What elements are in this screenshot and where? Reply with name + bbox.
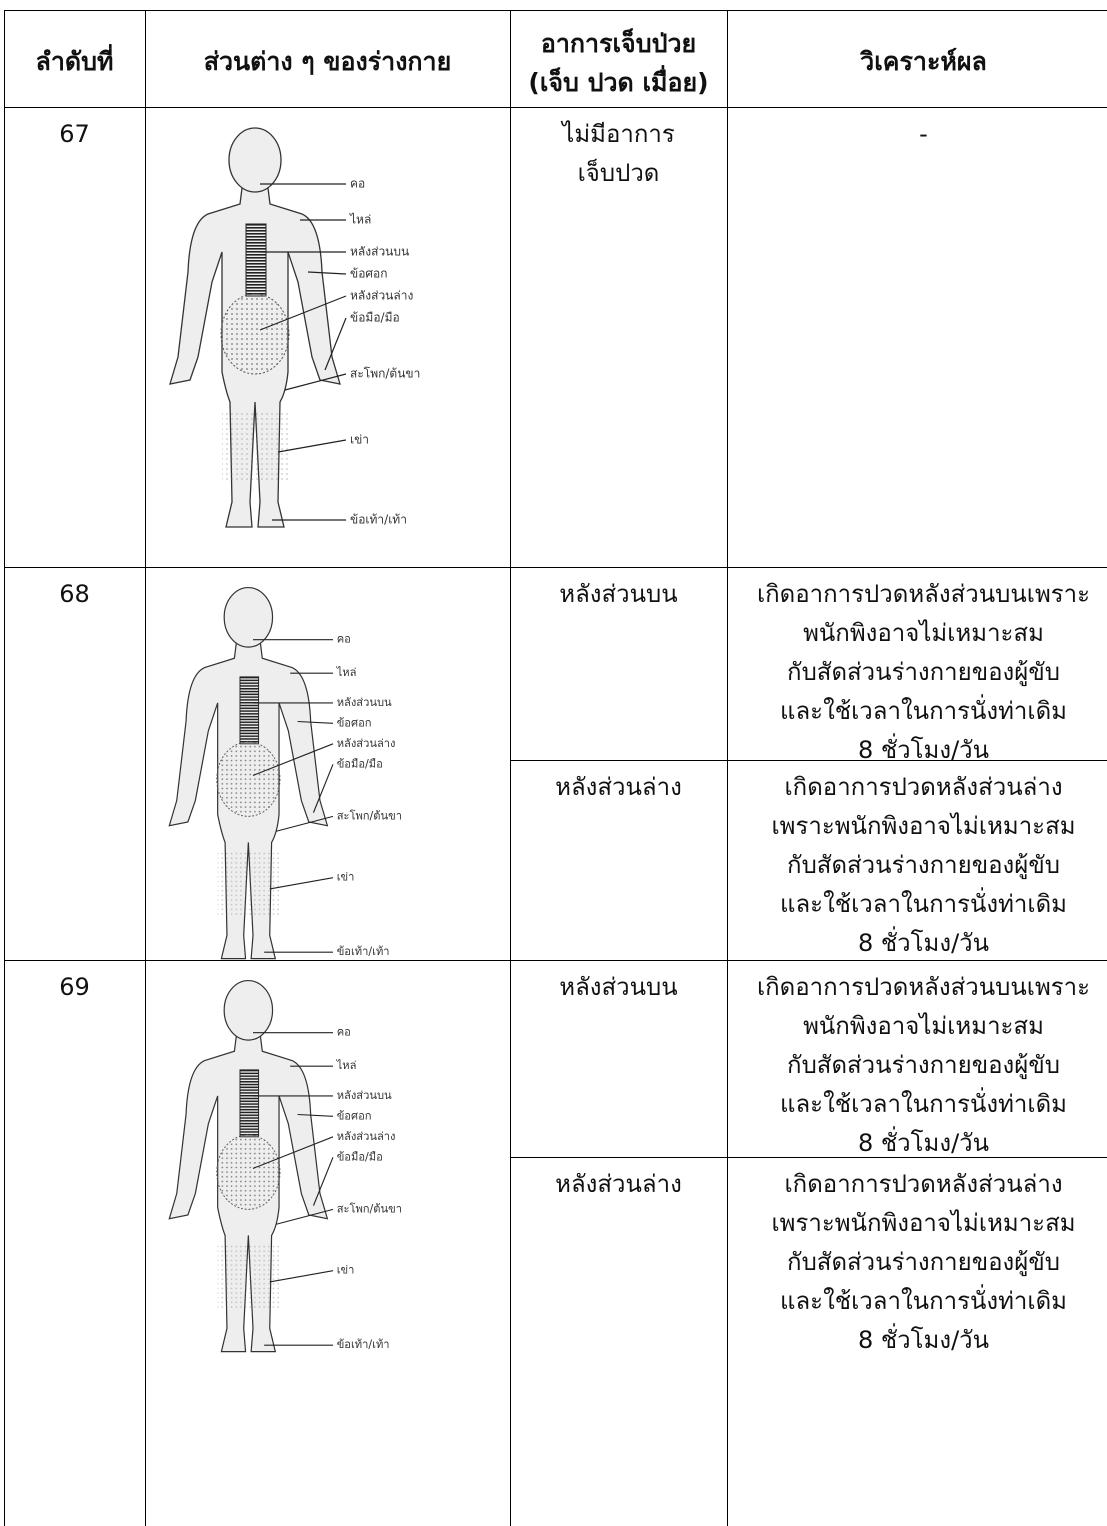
analysis-text: กับสัดส่วนร่างกายของผู้ขับ	[787, 1248, 1060, 1276]
analysis-text: พนักพิงอาจไม่เหมาะสม	[803, 1012, 1044, 1040]
diagram-label: หลังส่วนบน	[350, 245, 409, 259]
analysis-text: เพราะพนักพิงอาจไม่เหมาะสม	[771, 812, 1076, 840]
diagram-label: ข้อมือ/มือ	[337, 1150, 383, 1163]
diagram-label: เข่า	[337, 871, 355, 884]
pointer-line	[276, 815, 334, 832]
diagram-label: หลังส่วนล่าง	[337, 737, 396, 750]
symptom-text: หลังส่วนบน	[559, 973, 678, 1001]
analysis-text: เกิดอาการปวดหลังส่วนบนเพราะ	[756, 580, 1091, 608]
analysis-text: เกิดอาการปวดหลังส่วนล่าง	[784, 1170, 1063, 1198]
analysis-text: และใช้เวลาในการนั่งท่าเดิม	[780, 697, 1067, 725]
analysis-text: เพราะพนักพิงอาจไม่เหมาะสม	[771, 1209, 1076, 1237]
analysis-text: 8 ชั่วโมง/วัน	[857, 929, 990, 957]
header-text: ส่วนต่าง ๆ ของร่างกาย	[203, 47, 452, 76]
pointer-line	[312, 764, 334, 813]
header-text: (เจ็บ ปวด เมื่อย)	[528, 68, 709, 97]
analysis-text: กับสัดส่วนร่างกายของผู้ขับ	[787, 1051, 1060, 1079]
row-number: 67	[59, 120, 90, 148]
analysis-text: 8 ชั่วโมง/วัน	[857, 736, 990, 764]
pointer-line	[269, 877, 334, 890]
analysis-text: -	[919, 120, 928, 148]
symptom-text: หลังส่วนล่าง	[555, 1170, 682, 1198]
table-cell	[4, 960, 146, 1526]
pointer-line	[276, 1208, 334, 1225]
diagram-label: หลังส่วนล่าง	[350, 289, 413, 303]
diagram-label: ข้อศอก	[337, 716, 372, 729]
diagram-label: ข้อมือ/มือ	[337, 757, 383, 770]
diagram-label: ไหล่	[336, 666, 357, 679]
diagram-label: ข้อศอก	[350, 267, 388, 281]
pointer-line	[324, 317, 347, 371]
body-diagram: คอไหล่หลังส่วนบนข้อศอกหลังส่วนล่างข้อมือ…	[168, 979, 402, 1353]
diagram-label: คอ	[337, 633, 351, 646]
row-number: 68	[59, 580, 90, 608]
body-diagram: คอไหล่หลังส่วนบนข้อศอกหลังส่วนล่างข้อมือ…	[168, 586, 402, 960]
pointer-line	[252, 743, 334, 776]
header-text: อาการเจ็บป่วย	[540, 29, 697, 58]
row-number: 69	[59, 973, 90, 1001]
diagram-label: คอ	[350, 177, 365, 191]
diagram-label: ไหล่	[336, 1059, 357, 1072]
body-diagram: คอไหล่หลังส่วนบนข้อศอกหลังส่วนล่างข้อมือ…	[169, 127, 420, 528]
table-cell	[727, 107, 1107, 568]
table-cell	[4, 567, 146, 961]
analysis-text: กับสัดส่วนร่างกายของผู้ขับ	[787, 851, 1060, 879]
table-cell	[727, 1157, 1107, 1526]
pointer-line	[269, 1270, 334, 1283]
pointer-line	[284, 373, 347, 391]
analysis-text: 8 ชั่วโมง/วัน	[857, 1326, 990, 1354]
analysis-text: และใช้เวลาในการนั่งท่าเดิม	[780, 1090, 1067, 1118]
pointer-line	[297, 1113, 334, 1117]
table-cell	[510, 1157, 728, 1526]
diagram-label: สะโพก/ต้นขา	[337, 1201, 402, 1215]
symptom-text: หลังส่วนบน	[559, 580, 678, 608]
pointer-line	[259, 295, 347, 331]
diagram-label: หลังส่วนบน	[337, 696, 392, 709]
analysis-text: 8 ชั่วโมง/วัน	[857, 1129, 990, 1157]
diagram-label: ไหล่	[349, 213, 371, 227]
symptom-text: หลังส่วนล่าง	[555, 773, 682, 801]
pointer-line	[307, 271, 347, 275]
diagram-label: สะโพก/ต้นขา	[350, 367, 420, 381]
diagram-label: หลังส่วนบน	[337, 1089, 392, 1102]
analysis-text: และใช้เวลาในการนั่งท่าเดิม	[780, 890, 1067, 918]
header-text: ลำดับที่	[35, 47, 114, 76]
analysis-text: เกิดอาการปวดหลังส่วนล่าง	[784, 773, 1063, 801]
analysis-text: เกิดอาการปวดหลังส่วนบนเพราะ	[756, 973, 1091, 1001]
analysis-text: พนักพิงอาจไม่เหมาะสม	[803, 619, 1044, 647]
diagram-label: ข้อศอก	[337, 1109, 372, 1122]
diagram-label: คอ	[337, 1026, 351, 1039]
diagram-label: สะโพก/ต้นขา	[337, 808, 402, 822]
diagram-label: หลังส่วนล่าง	[337, 1130, 396, 1143]
diagram-label: ข้อเท้า/เท้า	[350, 513, 407, 527]
symptom-text: เจ็บปวด	[577, 159, 660, 187]
pointer-line	[312, 1157, 334, 1206]
analysis-text: กับสัดส่วนร่างกายของผู้ขับ	[787, 658, 1060, 686]
diagram-label: ข้อมือ/มือ	[350, 311, 400, 325]
analysis-text: และใช้เวลาในการนั่งท่าเดิม	[780, 1287, 1067, 1315]
symptom-text: ไม่มีอาการ	[562, 120, 675, 148]
diagram-label: ข้อเท้า/เท้า	[337, 945, 390, 958]
header-text: วิเคราะห์ผล	[860, 47, 987, 76]
diagram-label: เข่า	[350, 433, 369, 447]
diagram-label: เข่า	[337, 1264, 355, 1277]
pointer-line	[252, 1136, 334, 1169]
table-cell	[4, 107, 146, 568]
diagram-label: ข้อเท้า/เท้า	[337, 1338, 390, 1351]
pointer-line	[277, 439, 347, 453]
pointer-line	[297, 720, 334, 724]
